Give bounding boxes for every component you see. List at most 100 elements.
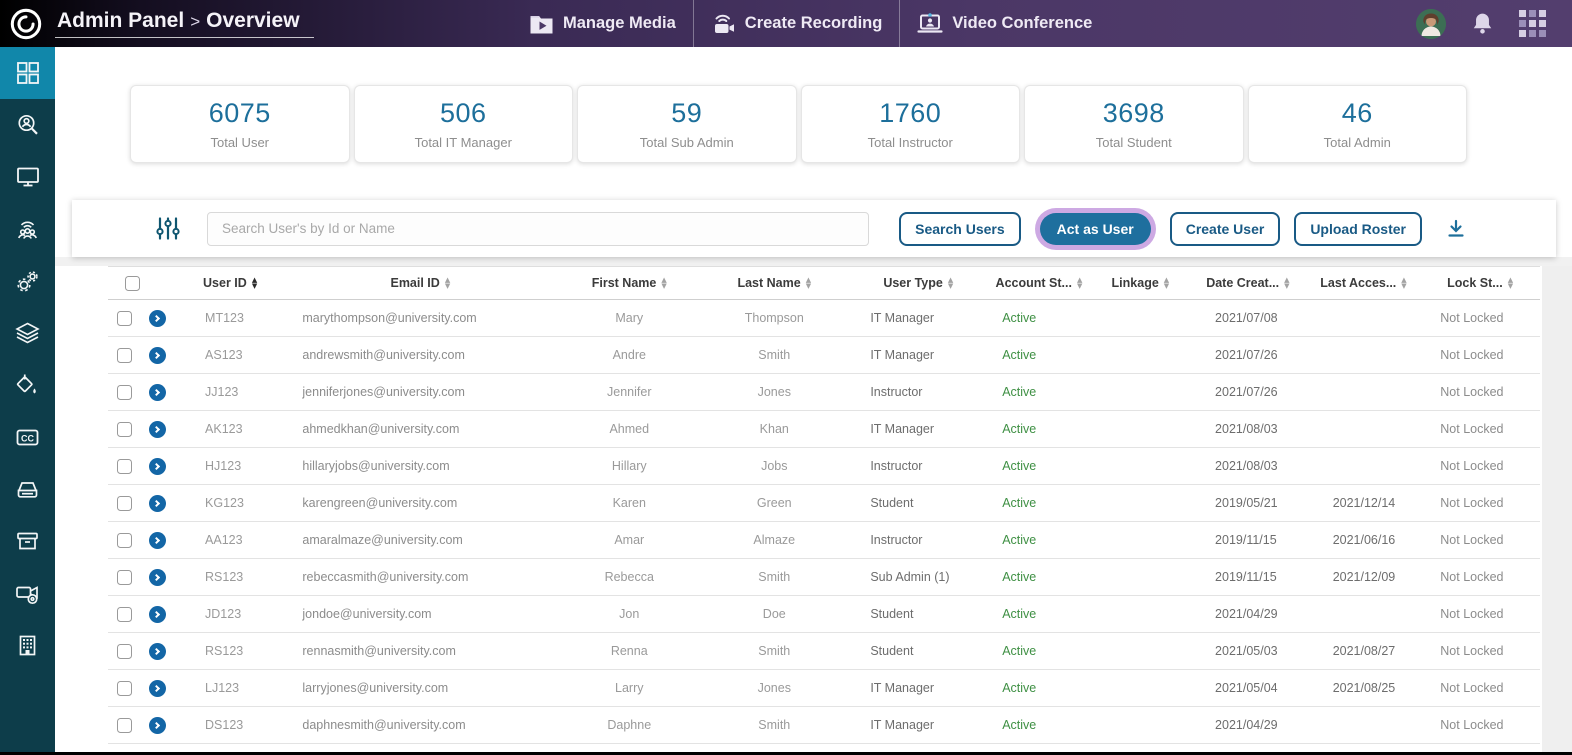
nav-manage-media[interactable]: Manage Media	[512, 0, 693, 47]
sidebar-item-institution[interactable]	[0, 619, 55, 671]
col-last-name[interactable]: Last Name ▲ ▼	[698, 266, 851, 300]
row-checkbox[interactable]	[117, 310, 132, 326]
cell-linkage	[1091, 706, 1190, 744]
download-icon[interactable]	[1444, 217, 1468, 241]
row-checkbox[interactable]	[117, 495, 132, 511]
col-account-status[interactable]: Account St... ▲ ▼	[986, 266, 1092, 300]
search-users-button[interactable]: Search Users	[899, 211, 1021, 246]
table-row[interactable]: AS123 andrewsmith@university.com Andre S…	[108, 336, 1540, 374]
user-avatar[interactable]	[1416, 8, 1446, 39]
expand-row-icon[interactable]	[148, 494, 166, 512]
table-row[interactable]: RS123 rennasmith@university.com Renna Sm…	[108, 632, 1540, 670]
expand-row-icon[interactable]	[148, 531, 166, 549]
table-row[interactable]: LJ123 larryjones@university.com Larry Jo…	[108, 669, 1540, 707]
row-checkbox[interactable]	[117, 421, 132, 437]
col-last-access[interactable]: Last Acces... ▲ ▼	[1306, 266, 1421, 300]
expand-row-icon[interactable]	[148, 457, 166, 475]
row-checkbox[interactable]	[117, 606, 132, 622]
table-row[interactable]: DS123 daphnesmith@university.com Daphne …	[108, 706, 1540, 744]
col-email-id[interactable]: Email ID ▲ ▼	[280, 266, 561, 300]
row-checkbox[interactable]	[117, 643, 132, 659]
table-row[interactable]: JJ123 jenniferjones@university.com Jenni…	[108, 373, 1540, 411]
table-row[interactable]: jenblacc@university.com Jen Blacc Studen…	[108, 743, 1540, 755]
sidebar-item-branding[interactable]	[0, 359, 55, 411]
sidebar-item-user-search[interactable]	[0, 99, 55, 151]
table-row[interactable]: JD123 jondoe@university.com Jon Doe Stud…	[108, 595, 1540, 633]
sidebar-item-settings[interactable]	[0, 255, 55, 307]
upload-roster-button[interactable]: Upload Roster	[1294, 211, 1422, 246]
sidebar-item-live-sessions[interactable]	[0, 203, 55, 255]
row-checkbox[interactable]	[117, 680, 132, 696]
sidebar-item-dashboard[interactable]	[0, 47, 55, 99]
cell-checkbox	[108, 632, 149, 670]
table-row[interactable]: AK123 ahmedkhan@university.com Ahmed Kha…	[108, 410, 1540, 448]
institution-building-icon	[19, 635, 36, 655]
cell-user-id: DS123	[183, 706, 281, 744]
expand-row-icon[interactable]	[148, 642, 166, 660]
cell-checkbox	[108, 595, 149, 633]
table-row[interactable]: RS123 rebeccasmith@university.com Rebecc…	[108, 558, 1540, 596]
nav-create-recording[interactable]: Create Recording	[692, 0, 900, 47]
table-row[interactable]: AA123 amaralmaze@university.com Amar Alm…	[108, 521, 1540, 559]
col-lock-status[interactable]: Lock St... ▲ ▼	[1420, 266, 1540, 300]
sort-icon[interactable]: ▲ ▼	[251, 276, 258, 290]
filter-sliders-icon[interactable]	[155, 215, 181, 242]
create-user-button[interactable]: Create User	[1169, 211, 1281, 246]
sidebar-item-devices[interactable]	[0, 151, 55, 203]
select-all-checkbox[interactable]	[125, 275, 141, 291]
table-row[interactable]: HJ123 hillaryjobs@university.com Hillary…	[108, 447, 1540, 485]
top-right-controls	[1416, 8, 1572, 39]
col-date-created[interactable]: Date Creat... ▲ ▼	[1189, 266, 1307, 300]
sidebar-item-archive[interactable]	[0, 515, 55, 567]
sort-icon[interactable]: ▲ ▼	[1076, 276, 1083, 290]
col-user-id[interactable]: User ID ▲ ▼	[183, 266, 281, 300]
cell-last-name: Smith	[698, 632, 851, 670]
expand-row-icon[interactable]	[148, 679, 166, 697]
sort-icon[interactable]: ▲ ▼	[805, 276, 812, 290]
cell-last-name: Almaze	[698, 521, 851, 559]
expand-row-icon[interactable]	[148, 605, 166, 623]
table-row[interactable]: MT123 marythompson@university.com Mary T…	[108, 299, 1540, 337]
sidebar-item-storage[interactable]	[0, 463, 55, 515]
row-checkbox[interactable]	[117, 347, 132, 363]
notifications-bell-icon[interactable]	[1470, 11, 1495, 36]
expand-row-icon[interactable]	[148, 716, 166, 734]
search-input[interactable]	[207, 211, 870, 246]
nav-video-conference[interactable]: Video Conference	[899, 0, 1109, 47]
row-checkbox[interactable]	[117, 384, 132, 400]
expand-row-icon[interactable]	[148, 309, 166, 327]
expand-row-icon[interactable]	[148, 568, 166, 586]
expand-row-icon[interactable]	[148, 383, 166, 401]
sidebar-item-media-library[interactable]	[0, 307, 55, 359]
sort-icon[interactable]: ▲ ▼	[661, 276, 667, 290]
col-first-name[interactable]: First Name ▲ ▼	[560, 266, 699, 300]
sort-icon[interactable]: ▲ ▼	[444, 276, 451, 290]
row-checkbox[interactable]	[117, 458, 132, 474]
col-linkage[interactable]: Linkage ▲ ▼	[1091, 266, 1190, 300]
cell-account-status: Active	[986, 669, 1092, 707]
act-as-user-button[interactable]: Act as User	[1039, 212, 1151, 245]
brand-swirl-logo[interactable]	[9, 7, 43, 41]
sort-icon[interactable]: ▲ ▼	[1401, 276, 1407, 290]
storage-drive-icon	[17, 481, 38, 498]
stat-card-total-student: 3698 Total Student	[1024, 85, 1244, 163]
sort-icon[interactable]: ▲ ▼	[1507, 276, 1514, 290]
expand-row-icon[interactable]	[148, 346, 166, 364]
cell-checkbox	[108, 373, 149, 411]
row-checkbox[interactable]	[117, 532, 132, 548]
row-checkbox[interactable]	[117, 569, 132, 585]
cell-user-id: AS123	[183, 336, 281, 374]
stat-value: 1760	[879, 98, 942, 128]
sort-icon[interactable]: ▲ ▼	[947, 276, 954, 290]
col-user-type[interactable]: User Type ▲ ▼	[850, 266, 987, 300]
cell-user-id: JJ123	[183, 373, 281, 411]
apps-grid-icon[interactable]	[1519, 10, 1546, 37]
sidebar-item-captions[interactable]: CC	[0, 411, 55, 463]
sidebar-item-recorder[interactable]	[0, 567, 55, 619]
cell-email: jondoe@university.com	[280, 595, 561, 633]
expand-row-icon[interactable]	[148, 420, 166, 438]
sort-icon[interactable]: ▲ ▼	[1284, 276, 1290, 290]
sort-icon[interactable]: ▲ ▼	[1163, 276, 1170, 290]
table-row[interactable]: KG123 karengreen@university.com Karen Gr…	[108, 484, 1540, 522]
row-checkbox[interactable]	[117, 717, 132, 733]
